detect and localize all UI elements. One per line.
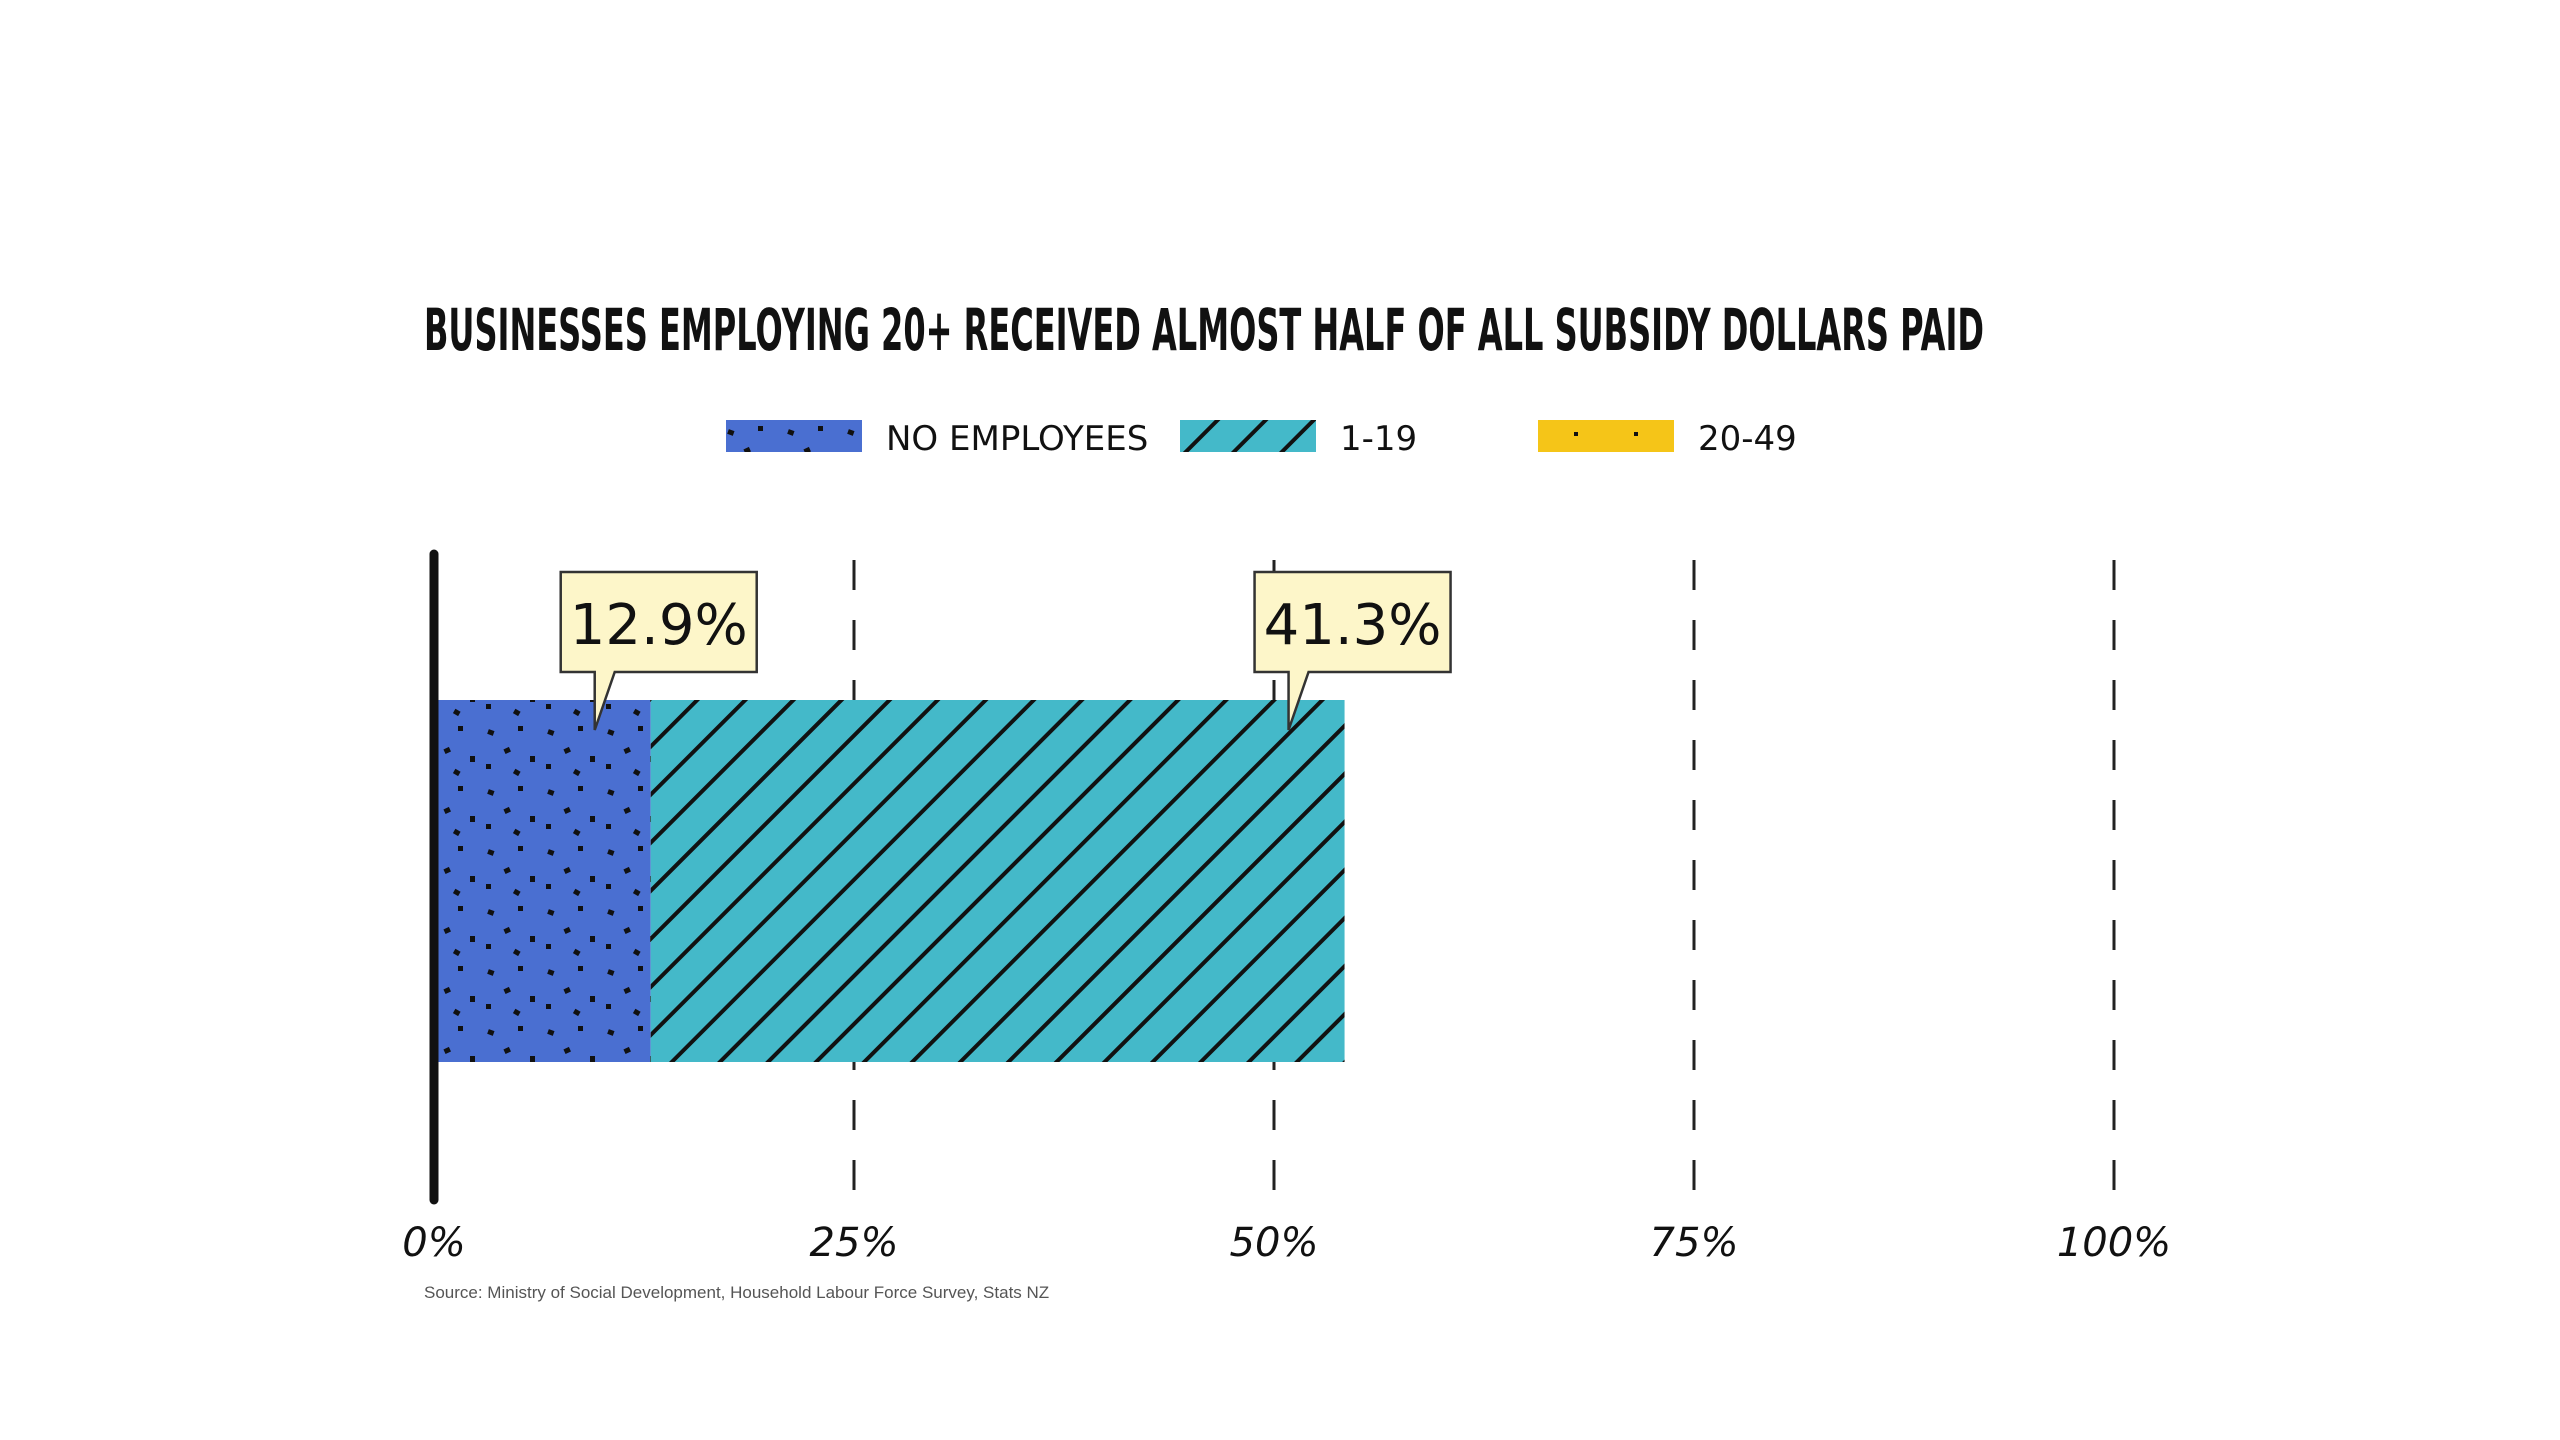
legend-swatch-0	[726, 420, 862, 452]
x-tick-label-1: 25%	[810, 1220, 899, 1266]
callout-0: 12.9%	[559, 570, 758, 731]
callout-label-0: 12.9%	[570, 593, 748, 658]
callout-label-1: 41.3%	[1264, 593, 1442, 658]
callout-box-0	[559, 570, 758, 731]
callout-box-1	[1253, 570, 1452, 731]
x-tick-label-4: 100%	[2057, 1220, 2171, 1266]
bar-segment-1	[650, 700, 1345, 1062]
legend-swatch-1	[1180, 420, 1316, 452]
source-note: Source: Ministry of Social Development, …	[424, 1283, 1049, 1302]
x-tick-label-0: 0%	[402, 1220, 465, 1266]
callouts: 12.9% 41.3%	[559, 570, 1452, 731]
bar-segment-0	[434, 700, 651, 1062]
x-tick-label-3: 75%	[1650, 1220, 1739, 1266]
legend-label-0: NO EMPLOYEES	[886, 419, 1148, 459]
bars	[434, 700, 1345, 1062]
legend-swatch-2	[1538, 420, 1674, 452]
legend-label-1: 1-19	[1340, 419, 1417, 459]
x-tick-label-2: 50%	[1230, 1220, 1319, 1266]
legend: NO EMPLOYEES 1-19 20-49	[726, 419, 1797, 459]
legend-label-2: 20-49	[1698, 419, 1797, 459]
x-axis: 0% 25% 50% 75% 100%	[402, 549, 2171, 1266]
callout-1: 41.3%	[1253, 570, 1452, 731]
chart-title: BUSINESSES EMPLOYING 20+ RECEIVED ALMOST…	[424, 296, 1984, 364]
